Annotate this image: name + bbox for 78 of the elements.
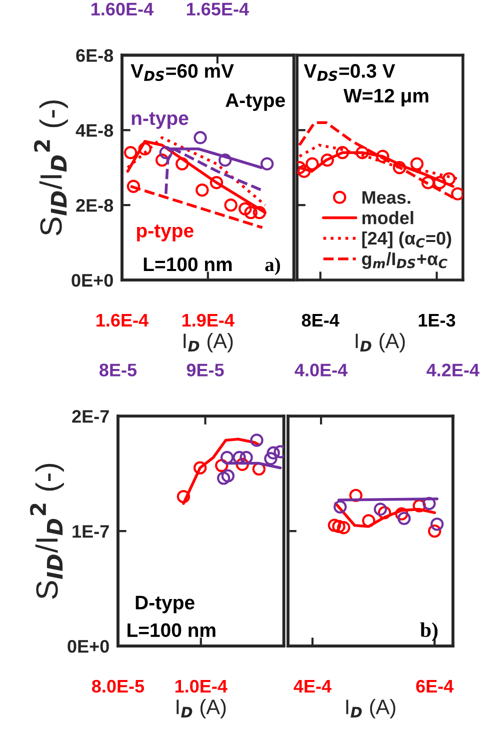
point xyxy=(138,142,152,156)
x2-tick-label: 4.2E-4 xyxy=(426,364,480,376)
x-axis-title: I$_{D}$ (A) xyxy=(176,698,226,718)
annotation: A-type xyxy=(226,94,285,111)
annotation: n-type xyxy=(132,112,188,129)
point xyxy=(193,461,207,474)
point xyxy=(349,488,362,502)
point xyxy=(412,499,426,512)
y-tick-label: 0E+0 xyxy=(72,274,113,287)
x-axis-title: I$_{D}$ (A) xyxy=(184,332,233,352)
point xyxy=(410,157,424,170)
y-tick-label: 0E+0 xyxy=(68,640,109,653)
point xyxy=(442,172,456,186)
x2-tick-label: 4.0E-4 xyxy=(294,364,348,376)
point xyxy=(378,506,392,520)
point xyxy=(392,161,406,174)
legend-label: model xyxy=(362,211,414,224)
x-tick-label: 1.0E-4 xyxy=(175,680,228,693)
point xyxy=(332,520,346,534)
x-tick-label: 4E-4 xyxy=(294,680,332,692)
annotation: p-type xyxy=(137,224,194,242)
x2-tick-label: 8E-5 xyxy=(99,364,137,376)
x2-tick-label: 1.65E-4 xyxy=(186,2,249,16)
point xyxy=(376,150,390,163)
point xyxy=(421,176,435,190)
x-axis-title: I$_{D}$ (A) xyxy=(356,332,405,352)
point xyxy=(215,458,228,472)
x-axis-title: I$_{D}$ (A) xyxy=(346,698,396,718)
point xyxy=(306,157,319,170)
point xyxy=(328,518,342,532)
point xyxy=(297,164,311,178)
y-axis-title: S$_{ID}$/I$_{D}$$^{2}$ (-) xyxy=(34,100,68,236)
legend-label: [24] (α$_{C}$=0) xyxy=(362,231,452,248)
annotation: V$_{DS}$=60 mV xyxy=(130,64,234,82)
point xyxy=(244,206,258,220)
point xyxy=(336,146,350,160)
y-tick-label: 1E-7 xyxy=(72,525,109,538)
point xyxy=(238,202,252,216)
y-axis-title: S$_{ID}$/I$_{D}$$^{2}$ (-) xyxy=(30,464,64,599)
point xyxy=(320,154,334,167)
point xyxy=(356,146,369,160)
point xyxy=(124,146,138,160)
point xyxy=(196,183,209,197)
point xyxy=(155,154,169,167)
y-tick-label: 2E-7 xyxy=(72,410,109,423)
point xyxy=(210,176,224,190)
annotation: L=100 nm xyxy=(128,623,216,638)
x-tick-label: 1E-3 xyxy=(418,314,456,327)
x2-tick-label: 1.60E-4 xyxy=(92,2,154,16)
point xyxy=(126,180,140,193)
point xyxy=(395,507,408,520)
point xyxy=(176,157,189,170)
x2-tick-label: 9E-5 xyxy=(186,364,224,376)
annotation: L=100 nm xyxy=(144,257,232,272)
point xyxy=(451,187,463,200)
point xyxy=(362,514,376,528)
x-tick-label: 1.9E-4 xyxy=(182,314,234,327)
y-tick-label: 4E-8 xyxy=(76,124,114,137)
x-tick-label: 1.6E-4 xyxy=(96,314,148,327)
x-tick-label: 8.0E-5 xyxy=(92,680,144,693)
annotation: a) xyxy=(265,258,280,276)
y-tick-label: 2E-8 xyxy=(76,199,114,212)
point xyxy=(252,206,266,220)
legend-label: Meas. xyxy=(362,191,410,204)
point xyxy=(176,490,190,504)
legend-label: g$_{m}$/I$_{DS}$+α$_{C}$ xyxy=(362,252,448,269)
annotation: b) xyxy=(420,622,438,642)
point xyxy=(433,176,446,190)
y-tick-label: 6E-8 xyxy=(76,49,114,62)
point xyxy=(337,521,350,534)
annotation: W=12 μm xyxy=(344,88,428,106)
x-tick-label: 8E-4 xyxy=(302,314,340,327)
point xyxy=(224,198,238,212)
annotation: V$_{DS}$=0.3 V xyxy=(304,64,396,82)
point xyxy=(236,458,249,471)
annotation: D-type xyxy=(136,596,194,614)
x-tick-label: 6E-4 xyxy=(416,680,454,693)
point xyxy=(428,524,442,538)
